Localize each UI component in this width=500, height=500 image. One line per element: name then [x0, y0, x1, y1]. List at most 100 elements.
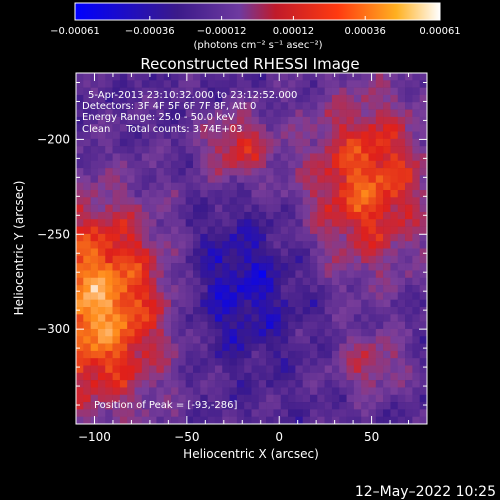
heatmap-cell — [302, 248, 311, 257]
heatmap-cell — [390, 138, 399, 147]
heatmap-cell — [149, 285, 157, 293]
heatmap-cell — [375, 365, 384, 374]
heatmap-cell — [97, 285, 106, 293]
heatmap-cell — [97, 116, 106, 125]
heatmap-cell — [405, 409, 413, 417]
heatmap-cell — [397, 182, 406, 191]
heatmap-cell — [310, 219, 318, 227]
heatmap-cell — [310, 277, 318, 286]
heatmap-cell — [163, 416, 172, 425]
heatmap-cell — [76, 138, 84, 147]
heatmap-cell — [141, 102, 150, 110]
heatmap-cell — [251, 109, 260, 118]
heatmap-cell — [331, 197, 340, 205]
heatmap-cell — [331, 138, 340, 147]
heatmap-cell — [156, 285, 165, 293]
heatmap-cell — [258, 263, 267, 271]
heatmap-cell — [361, 292, 369, 300]
heatmap-cell — [383, 219, 391, 227]
heatmap-cell — [207, 358, 216, 366]
heatmap-cell — [258, 336, 267, 344]
heatmap-cell — [302, 182, 311, 191]
heatmap-cell — [295, 204, 303, 213]
heatmap-cell — [295, 80, 303, 88]
heatmap-cell — [127, 175, 135, 183]
heatmap-cell — [149, 87, 157, 96]
heatmap-cell — [310, 307, 318, 315]
heatmap-cell — [266, 182, 274, 191]
heatmap-cell — [214, 409, 223, 417]
heatmap-cell — [200, 248, 208, 257]
heatmap-cell — [419, 380, 428, 388]
heatmap-cell — [200, 182, 208, 191]
heatmap-cell — [251, 394, 260, 403]
heatmap-cell — [302, 160, 311, 169]
heatmap-cell — [156, 102, 165, 110]
heatmap-cell — [405, 175, 413, 183]
heatmap-cell — [112, 226, 121, 235]
heatmap-cell — [317, 204, 325, 213]
heatmap-cell — [171, 255, 179, 264]
heatmap-cell — [353, 153, 362, 162]
heatmap-cell — [236, 321, 245, 330]
heatmap-cell — [383, 211, 391, 220]
heatmap-cell — [317, 380, 325, 388]
heatmap-cell — [178, 307, 186, 315]
heatmap-cell — [368, 204, 377, 213]
heatmap-cell — [295, 219, 303, 227]
heatmap-cell — [251, 336, 260, 344]
heatmap-cell — [127, 285, 135, 293]
heatmap-cell — [83, 328, 91, 337]
heatmap-cell — [156, 182, 165, 191]
heatmap-cell — [156, 270, 165, 279]
heatmap-cell — [295, 336, 303, 344]
heatmap-cell — [288, 197, 296, 205]
heatmap-cell — [258, 204, 267, 213]
heatmap-cell — [244, 328, 252, 337]
heatmap-cell — [419, 190, 428, 198]
heatmap-cell — [141, 350, 150, 359]
heatmap-cell — [141, 182, 150, 191]
heatmap-cell — [310, 160, 318, 169]
heatmap-cell — [324, 94, 333, 103]
heatmap-cell — [105, 124, 113, 132]
heatmap-cell — [295, 190, 303, 198]
heatmap-cell — [280, 307, 289, 315]
heatmap-cell — [310, 416, 318, 425]
heatmap-cell — [280, 409, 289, 417]
heatmap-cell — [229, 299, 238, 308]
heatmap-cell — [163, 233, 172, 242]
heatmap-cell — [127, 146, 135, 154]
heatmap-cell — [207, 314, 216, 322]
heatmap-cell — [83, 416, 91, 425]
heatmap-cell — [134, 277, 143, 286]
heatmap-cell — [405, 292, 413, 300]
heatmap-cell — [353, 299, 362, 308]
heatmap-cell — [127, 160, 135, 169]
heatmap-cell — [127, 168, 135, 176]
heatmap-cell — [200, 124, 208, 132]
heatmap-cell — [346, 116, 355, 125]
heatmap-cell — [280, 204, 289, 213]
heatmap-cell — [207, 94, 216, 103]
heatmap-cell — [244, 263, 252, 271]
heatmap-cell — [229, 270, 238, 279]
heatmap-cell — [331, 153, 340, 162]
heatmap-cell — [156, 153, 165, 162]
heatmap-cell — [244, 248, 252, 257]
heatmap-cell — [112, 116, 121, 125]
heatmap-cell — [97, 204, 106, 213]
heatmap-cell — [141, 146, 150, 154]
heatmap-cell — [163, 336, 172, 344]
heatmap-cell — [171, 87, 179, 96]
heatmap-cell — [339, 299, 347, 308]
heatmap-cell — [222, 263, 230, 271]
heatmap-cell — [390, 175, 399, 183]
heatmap-cell — [185, 343, 194, 352]
heatmap-cell — [171, 380, 179, 388]
heatmap-cell — [244, 307, 252, 315]
heatmap-cell — [222, 365, 230, 374]
heatmap-cell — [105, 241, 113, 249]
heatmap-cell — [76, 365, 84, 374]
heatmap-cell — [185, 402, 194, 410]
